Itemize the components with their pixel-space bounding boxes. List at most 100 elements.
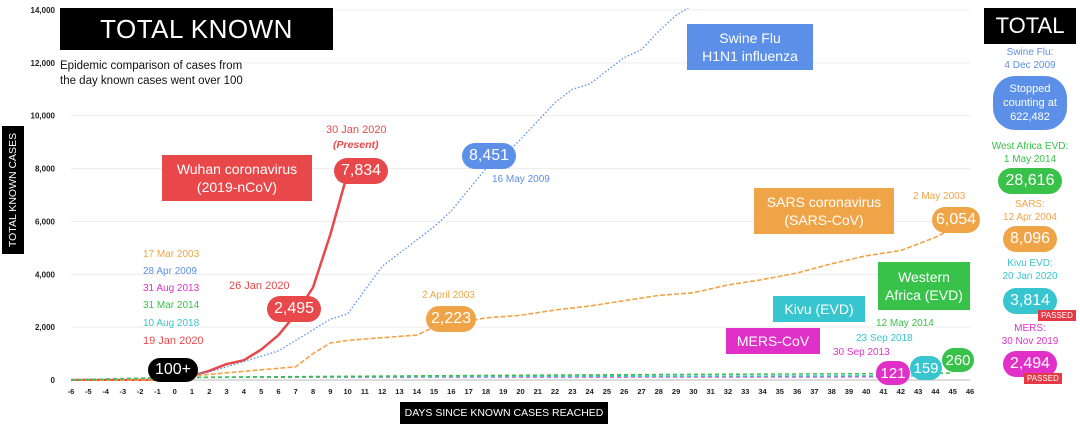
x-tick-label: 4: [242, 387, 247, 396]
y-tick-label: 2,000: [35, 323, 56, 332]
x-tick-label: 43: [914, 387, 922, 396]
x-tick-label: 5: [259, 387, 263, 396]
side-sars-value: 8,096: [1003, 226, 1057, 252]
swine-mid-value: 8,451: [462, 143, 516, 169]
x-tick-label: -4: [102, 387, 109, 396]
x-tick-label: 27: [637, 387, 645, 396]
x-tick-label: 21: [534, 387, 542, 396]
y-tick-label: 0: [51, 376, 56, 385]
x-tick-label: 42: [897, 387, 905, 396]
sars-mid-value: 2,223: [426, 306, 476, 332]
kivu-end-date: 23 Sep 2018: [856, 333, 913, 344]
x-tick-label: 13: [395, 387, 403, 396]
y-tick-label: 14,000: [31, 6, 56, 15]
wuhan-end-date: 30 Jan 2020: [326, 124, 387, 136]
series-line-1: [71, 8, 690, 381]
x-tick-label: 25: [603, 387, 611, 396]
side-wa-date: 1 May 2014: [1003, 154, 1057, 165]
y-tick-label: 6,000: [35, 217, 56, 226]
swine-label-line-2: H1N1 influenza: [702, 48, 798, 64]
x-tick-label: 41: [879, 387, 887, 396]
sars-end-value: 6,054: [932, 207, 980, 233]
x-tick-label: 24: [585, 387, 594, 396]
westafrica-label-line-2: Africa (EVD): [885, 287, 963, 303]
x-tick-label: 35: [776, 387, 784, 396]
start-date-westafrica: 31 Mar 2014: [143, 300, 200, 311]
chart-subtitle: Epidemic comparison of cases from the da…: [60, 59, 300, 89]
side-sars-date: 12 Apr 2004: [1003, 212, 1057, 223]
x-tick-label: 38: [828, 387, 836, 396]
side-mers-date: 30 Nov 2019: [1001, 336, 1059, 347]
x-tick-label: -5: [85, 387, 92, 396]
x-axis-label: DAYS SINCE KNOWN CASES REACHED 100: [400, 402, 608, 441]
side-kivu-value: 3,814: [1003, 288, 1057, 314]
series-line-2: [71, 219, 971, 381]
side-mers-value: 2,494: [1003, 351, 1057, 377]
x-tick-label: 44: [931, 387, 940, 396]
x-tick-label: 9: [328, 387, 332, 396]
side-wa-value: 28,616: [998, 168, 1062, 194]
x-tick-label: 8: [311, 387, 315, 396]
series-line-5: [71, 372, 953, 381]
x-tick-label: 1: [190, 387, 194, 396]
kivu-end-value: 159: [910, 356, 942, 380]
westafrica-label-line-1: Western: [898, 268, 950, 285]
x-tick-label: 22: [551, 387, 559, 396]
mers-end-date: 30 Sep 2013: [833, 347, 890, 358]
x-tick-label: 19: [499, 387, 507, 396]
x-tick-label: 11: [361, 387, 369, 396]
chart-title: TOTAL KNOWN CASES: [60, 8, 333, 86]
x-tick-label: 33: [741, 387, 749, 396]
x-tick-label: 7: [294, 387, 298, 396]
x-tick-label: 39: [845, 387, 853, 396]
x-tick-label: -6: [68, 387, 75, 396]
x-tick-label: 46: [966, 387, 974, 396]
x-tick-label: 29: [672, 387, 680, 396]
wuhan-series-label: Wuhan coronavirus (2019-nCoV): [162, 155, 312, 201]
swine-series-label: Swine Flu H1N1 influenza: [687, 24, 813, 70]
side-kivu-date: 20 Jan 2020: [1002, 271, 1058, 282]
start-date-wuhan: 19 Jan 2020: [143, 335, 204, 347]
subtitle-line-2: the day known cases went over 100: [60, 75, 243, 87]
series-line-0: [71, 172, 349, 381]
chart-figure: 0 2,000 4,000 6,000 8,000 10,000 12,000 14,000 -…: [2, 6, 1076, 441]
x-tick-label: 20: [516, 387, 524, 396]
side-sars-title: SARS:: [1014, 199, 1045, 210]
start-date-sars: 17 Mar 2003: [143, 249, 200, 260]
start-date-kivu: 10 Aug 2018: [143, 318, 200, 329]
x-tick-label: -3: [120, 387, 127, 396]
swine-label-line-1: Swine Flu: [719, 29, 781, 46]
x-tick-label: 31: [707, 387, 715, 396]
side-swine-date: 4 Dec 2009: [1004, 60, 1056, 71]
x-tick-label: 23: [568, 387, 576, 396]
chart-svg: 0 2,000 4,000 6,000 8,000 10,000 12,000 14,000 -…: [31, 6, 975, 396]
x-tick-label: 12: [378, 387, 386, 396]
subtitle-line-1: Epidemic comparison of cases from: [60, 60, 243, 72]
mers-series-label: MERS-CoV: [726, 328, 820, 354]
wuhan-label-line-1: Wuhan coronavirus: [176, 160, 298, 177]
x-tick-label: 16: [447, 387, 455, 396]
x-tick-label: 2: [207, 387, 211, 396]
y-tick-label: 4,000: [35, 270, 56, 279]
y-axis-label-box: TOTAL KNOWN CASES: [2, 126, 24, 254]
x-tick-label: 6: [276, 387, 280, 396]
y-axis-label: TOTAL KNOWN CASES: [7, 132, 19, 248]
wuhan-present-note: (Present): [333, 139, 379, 151]
x-tick-label: 28: [655, 387, 663, 396]
start-date-swine: 28 Apr 2009: [143, 266, 197, 277]
westafrica-end-value: 260: [942, 348, 974, 372]
side-kivu-passed-badge: PASSED: [1038, 310, 1076, 321]
x-tick-label: 15: [430, 387, 438, 396]
side-mers-title: MERS:: [1014, 323, 1046, 334]
side-kivu-title: Kivu EVD:: [1007, 258, 1053, 269]
x-tick-label: 37: [810, 387, 818, 396]
total-heading: TOTAL: [984, 8, 1076, 44]
x-tick-label: -1: [154, 387, 161, 396]
x-tick-label: 10: [343, 387, 351, 396]
x-tick-label: 18: [482, 387, 490, 396]
start-value: 100+: [148, 358, 198, 382]
x-tick-label: 40: [862, 387, 870, 396]
x-tick-label: 0: [173, 387, 177, 396]
wuhan-mid-date: 26 Jan 2020: [229, 280, 290, 292]
wuhan-mid-value: 2,495: [267, 296, 321, 322]
